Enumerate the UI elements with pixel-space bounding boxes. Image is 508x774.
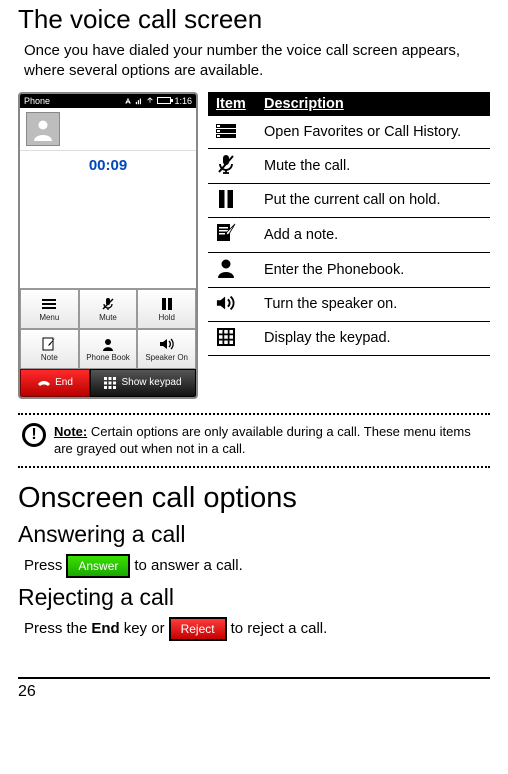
speaker-row-icon — [216, 293, 236, 313]
keypad-label: Show keypad — [121, 377, 181, 388]
call-timer: 00:09 — [20, 151, 196, 178]
end-key-label: End — [91, 620, 119, 637]
hold-row-icon — [216, 189, 236, 209]
col-item: Item — [208, 92, 256, 116]
reject-title: Rejecting a call — [18, 584, 490, 611]
row-desc: Mute the call. — [256, 148, 490, 183]
call-button-grid: Menu Mute Hold — [20, 288, 196, 369]
row-desc: Open Favorites or Call History. — [256, 116, 490, 149]
end-call-button[interactable]: End — [20, 369, 90, 397]
favorites-icon — [216, 121, 236, 141]
alert-icon: ! — [22, 423, 46, 447]
avatar-icon — [26, 112, 60, 146]
page-number: 26 — [18, 683, 490, 701]
row-desc: Display the keypad. — [256, 321, 490, 355]
menu-button[interactable]: Menu — [20, 289, 79, 329]
page-title: The voice call screen — [18, 4, 490, 35]
end-call-icon — [37, 378, 51, 388]
phonebook-label: Phone Book — [86, 353, 130, 362]
intro-text: Once you have dialed your number the voi… — [24, 41, 490, 82]
table-row: Add a note. — [208, 217, 490, 252]
end-label: End — [55, 377, 73, 388]
statusbar-title: Phone — [24, 96, 50, 106]
phone-mockup: Phone 1:16 00:09 — [18, 92, 198, 399]
status-bar: Phone 1:16 — [20, 94, 196, 108]
footer-rule — [18, 677, 490, 679]
table-row: Open Favorites or Call History. — [208, 116, 490, 149]
mute-row-icon — [216, 154, 236, 174]
statusbar-time: 1:16 — [174, 96, 192, 106]
note-label: Note — [41, 353, 58, 362]
menu-icon — [42, 296, 56, 312]
reject-pre1: Press the — [24, 620, 87, 637]
onscreen-title: Onscreen call options — [18, 482, 490, 515]
table-row: Enter the Phonebook. — [208, 252, 490, 287]
col-desc: Description — [256, 92, 490, 116]
note-button[interactable]: Note — [20, 329, 79, 369]
answer-button[interactable]: Answer — [66, 554, 130, 578]
statusbar-icons: 1:16 — [124, 96, 192, 106]
row-desc: Put the current call on hold. — [256, 183, 490, 217]
features-table: Item Description Open Favorites or Call … — [208, 92, 490, 356]
table-row: Mute the call. — [208, 148, 490, 183]
reject-pre2: key or — [124, 620, 165, 637]
table-row: Display the keypad. — [208, 321, 490, 355]
row-desc: Turn the speaker on. — [256, 287, 490, 321]
reject-button[interactable]: Reject — [169, 617, 227, 641]
phonebook-icon — [101, 336, 115, 352]
reject-post: to reject a call. — [231, 620, 328, 637]
phonebook-row-icon — [216, 258, 236, 278]
note-box: ! Note: Certain options are only availab… — [18, 413, 490, 468]
show-keypad-button[interactable]: Show keypad — [90, 369, 196, 397]
answer-post: to answer a call. — [134, 557, 242, 574]
speaker-button[interactable]: Speaker On — [137, 329, 196, 369]
answer-pre: Press — [24, 557, 62, 574]
table-row: Turn the speaker on. — [208, 287, 490, 321]
answer-title: Answering a call — [18, 521, 490, 548]
note-label: Note: — [54, 424, 87, 439]
menu-label: Menu — [39, 313, 59, 322]
speaker-icon — [159, 336, 175, 352]
mute-icon — [101, 296, 115, 312]
hold-button[interactable]: Hold — [137, 289, 196, 329]
speaker-label: Speaker On — [145, 353, 188, 362]
row-desc: Enter the Phonebook. — [256, 252, 490, 287]
mute-label: Mute — [99, 313, 117, 322]
row-desc: Add a note. — [256, 217, 490, 252]
mute-button[interactable]: Mute — [79, 289, 138, 329]
contact-row — [20, 108, 196, 151]
note-icon — [42, 336, 56, 352]
hold-label: Hold — [158, 313, 174, 322]
note-row-icon — [216, 223, 236, 243]
note-body: Certain options are only available durin… — [54, 424, 471, 457]
hold-icon — [161, 296, 173, 312]
table-row: Put the current call on hold. — [208, 183, 490, 217]
keypad-icon — [104, 377, 116, 389]
phonebook-button[interactable]: Phone Book — [79, 329, 138, 369]
keypad-row-icon — [216, 327, 236, 347]
